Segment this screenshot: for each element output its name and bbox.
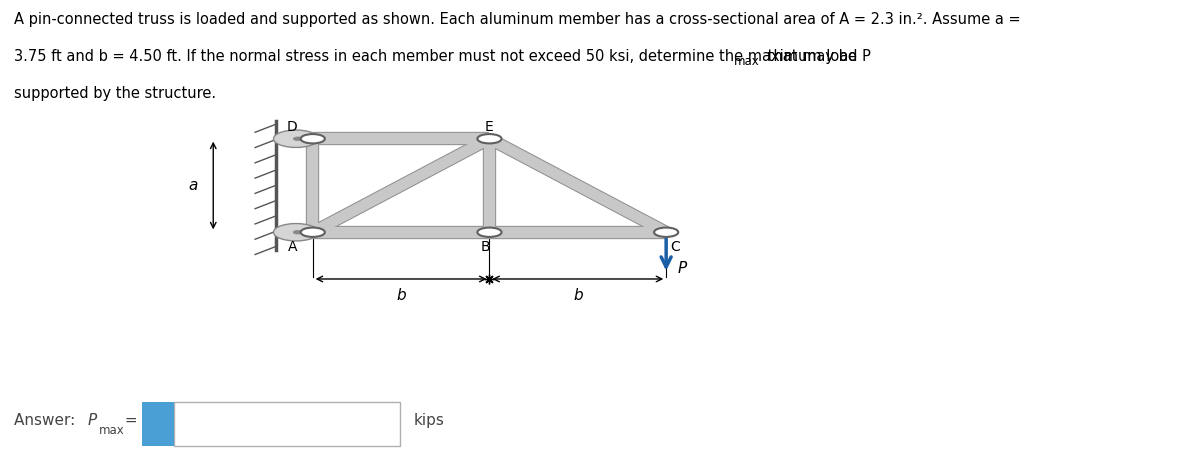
Text: Answer:: Answer: <box>14 413 80 428</box>
Text: i: i <box>155 413 161 428</box>
Text: E: E <box>485 120 494 134</box>
Text: kips: kips <box>414 413 445 428</box>
Text: supported by the structure.: supported by the structure. <box>14 86 216 101</box>
Text: max: max <box>734 55 760 68</box>
Text: D: D <box>287 120 298 134</box>
Text: A pin-connected truss is loaded and supported as shown. Each aluminum member has: A pin-connected truss is loaded and supp… <box>14 12 1021 27</box>
Circle shape <box>293 230 302 234</box>
Text: C: C <box>671 241 680 255</box>
Text: P: P <box>677 261 686 276</box>
Circle shape <box>274 130 318 148</box>
Circle shape <box>274 224 318 241</box>
Text: =: = <box>120 413 138 428</box>
Circle shape <box>293 137 302 141</box>
Circle shape <box>301 227 325 237</box>
Text: b: b <box>572 288 583 303</box>
Text: that may be: that may be <box>763 49 857 64</box>
Text: B: B <box>481 241 491 255</box>
Circle shape <box>301 134 325 143</box>
Text: a: a <box>188 178 198 193</box>
Text: P: P <box>88 413 97 428</box>
Text: A: A <box>288 241 298 255</box>
Circle shape <box>478 134 502 143</box>
Circle shape <box>478 227 502 237</box>
Circle shape <box>654 227 678 237</box>
Text: max: max <box>98 424 124 437</box>
Text: 3.75 ft and b = 4.50 ft. If the normal stress in each member must not exceed 50 : 3.75 ft and b = 4.50 ft. If the normal s… <box>14 49 871 64</box>
Text: b: b <box>396 288 406 303</box>
